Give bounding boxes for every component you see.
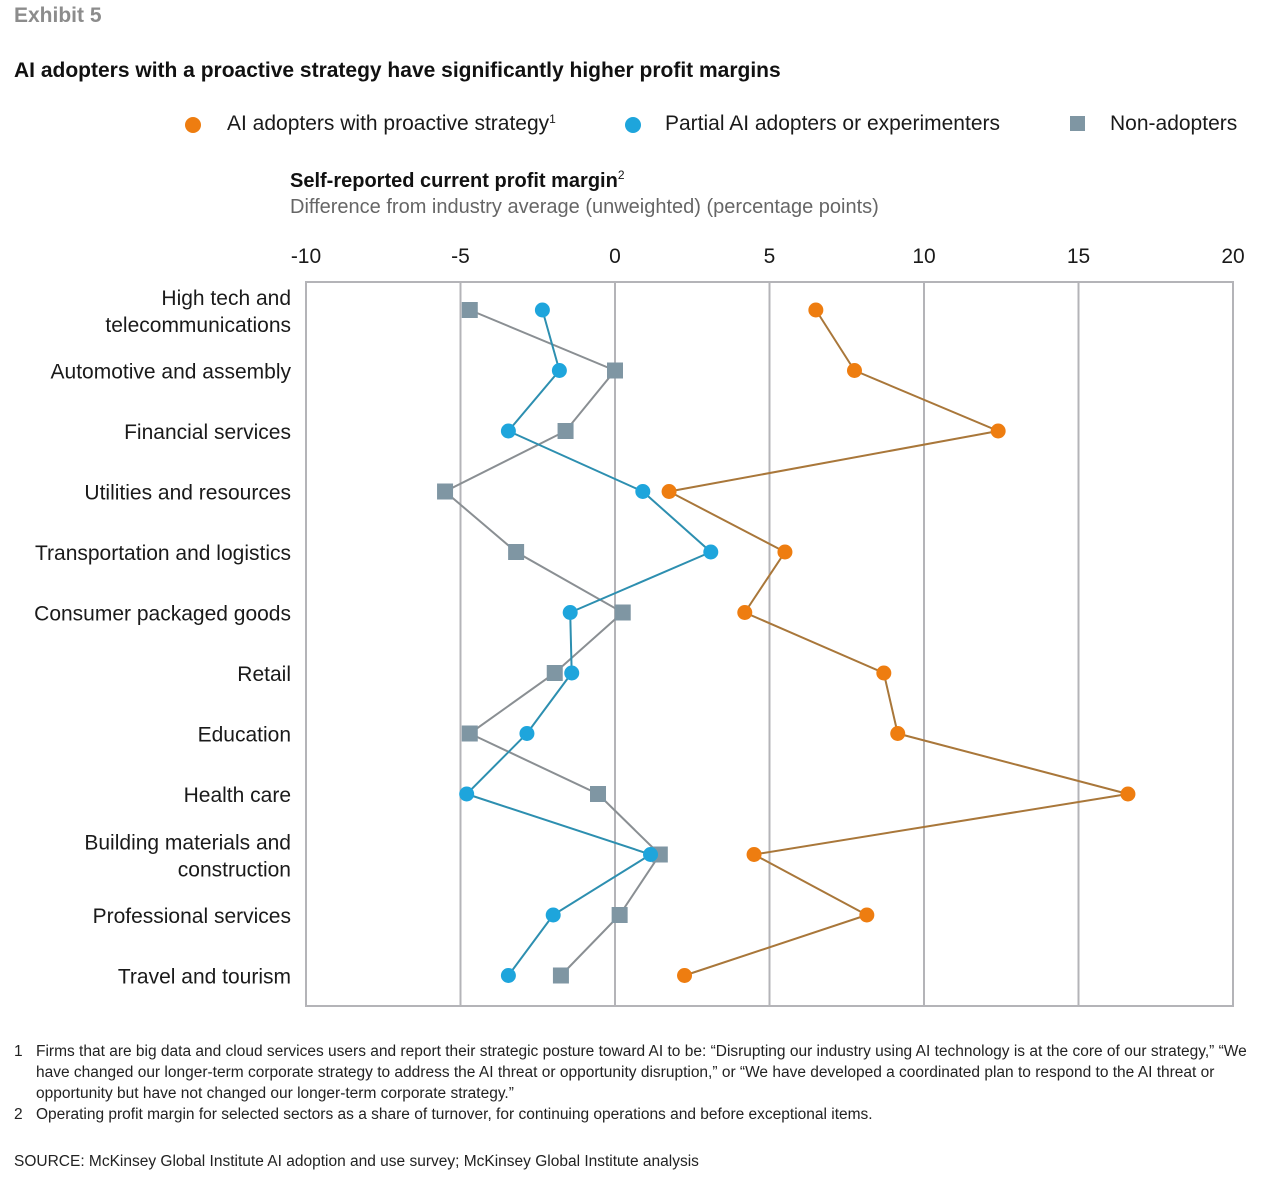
legend: AI adopters with proactive strategy1 Par… xyxy=(0,112,1280,142)
series-markers xyxy=(437,302,1136,984)
data-point-circle xyxy=(846,363,862,378)
grid-lines xyxy=(305,281,1234,1007)
legend-footnote-ref: 1 xyxy=(549,112,556,126)
data-point-square xyxy=(590,786,607,802)
data-point-circle xyxy=(643,847,659,862)
data-point-square xyxy=(437,483,454,500)
data-point-circle xyxy=(562,605,578,620)
data-point-square xyxy=(508,544,525,560)
data-point-circle xyxy=(635,484,651,499)
axis-title: Self-reported current profit margin2 xyxy=(290,168,625,193)
data-point-circle xyxy=(551,363,567,378)
data-point-circle xyxy=(876,665,892,681)
category-label: Automotive and assembly xyxy=(51,361,292,384)
series-line-ai-adopters-with-proactive-strategy xyxy=(666,309,1129,977)
footnote-text: Firms that are big data and cloud servic… xyxy=(36,1043,1247,1102)
data-point-square xyxy=(607,362,623,379)
data-point-circle xyxy=(534,302,550,318)
category-label: construction xyxy=(178,859,291,882)
axis-title-text: Self-reported current profit margin xyxy=(290,170,618,192)
footnote-number: 1 xyxy=(14,1043,23,1060)
axis-subtitle: Difference from industry average (unweig… xyxy=(290,196,879,218)
legend-circle-orange-icon xyxy=(185,117,201,133)
data-point-circle xyxy=(500,968,516,983)
category-label: Consumer packaged goods xyxy=(34,603,291,626)
legend-circle-blue-icon xyxy=(625,117,641,133)
data-point-circle xyxy=(737,605,753,620)
data-point-circle xyxy=(661,484,677,499)
category-label: High tech and xyxy=(161,287,291,310)
data-point-circle xyxy=(746,847,762,862)
footnote-number: 2 xyxy=(14,1106,23,1123)
x-tick-label: 20 xyxy=(1221,245,1244,268)
x-tick-label: 5 xyxy=(764,245,776,268)
data-point-square xyxy=(546,665,563,681)
series-lines xyxy=(443,309,1129,977)
category-label: Professional services xyxy=(93,905,291,928)
legend-label: AI adopters with proactive strategy xyxy=(227,112,550,135)
source-note: SOURCE: McKinsey Global Institute AI ado… xyxy=(14,1153,699,1170)
legend-label: Partial AI adopters or experimenters xyxy=(665,112,1000,135)
category-label: Education xyxy=(198,724,291,747)
x-tick-label: 10 xyxy=(912,245,935,268)
chart-title: AI adopters with a proactive strategy ha… xyxy=(14,59,781,82)
category-label: Utilities and resources xyxy=(84,482,291,505)
axis-title-footnote-ref: 2 xyxy=(617,168,625,182)
footnotes: 1 Firms that are big data and cloud serv… xyxy=(14,1041,1264,1125)
data-point-circle xyxy=(703,544,719,560)
category-label: Health care xyxy=(184,784,291,807)
data-point-square xyxy=(461,725,478,742)
category-label: Transportation and logistics xyxy=(35,542,291,565)
data-point-square xyxy=(557,423,574,439)
x-tick-labels: -10 -5 0 5 10 15 20 xyxy=(291,245,1245,268)
legend-label: Non-adopters xyxy=(1110,112,1238,135)
footnote-2: 2 Operating profit margin for selected s… xyxy=(14,1104,1264,1125)
category-label: Building materials and xyxy=(84,832,291,855)
category-label: Travel and tourism xyxy=(118,966,291,989)
x-tick-label: -5 xyxy=(451,245,470,268)
legend-square-gray-icon xyxy=(1070,116,1085,131)
data-point-circle xyxy=(519,726,535,741)
data-point-square xyxy=(552,967,569,984)
data-point-circle xyxy=(545,907,561,923)
data-point-circle xyxy=(459,786,475,802)
data-point-circle xyxy=(808,302,824,318)
data-point-circle xyxy=(677,968,693,983)
exhibit-label: Exhibit 5 xyxy=(14,4,102,27)
data-point-circle xyxy=(1120,786,1136,802)
x-tick-label: 0 xyxy=(609,245,621,268)
footnote-text: Operating profit margin for selected sec… xyxy=(36,1106,873,1123)
data-point-circle xyxy=(564,665,580,681)
data-point-square xyxy=(614,604,631,621)
data-point-circle xyxy=(890,726,906,741)
data-point-circle xyxy=(990,423,1006,439)
series-line-partial-ai-adopters-or-experimenters xyxy=(464,309,713,977)
data-point-square xyxy=(611,907,628,923)
data-point-circle xyxy=(859,907,875,923)
x-tick-label: -10 xyxy=(291,245,321,268)
data-point-circle xyxy=(500,423,516,439)
chart-svg: -10 -5 0 5 10 15 20 High tech and telecommunica… xyxy=(34,245,1245,1007)
x-tick-label: 15 xyxy=(1067,245,1090,268)
data-point-square xyxy=(461,302,478,318)
footnote-1: 1 Firms that are big data and cloud serv… xyxy=(14,1041,1264,1104)
data-point-circle xyxy=(777,544,793,560)
category-labels: High tech and telecommunications Automotiv… xyxy=(34,287,291,989)
series-line-non-adopters xyxy=(443,309,662,977)
category-label: Financial services xyxy=(124,421,291,444)
category-label: telecommunications xyxy=(105,314,291,337)
category-label: Retail xyxy=(237,663,291,686)
